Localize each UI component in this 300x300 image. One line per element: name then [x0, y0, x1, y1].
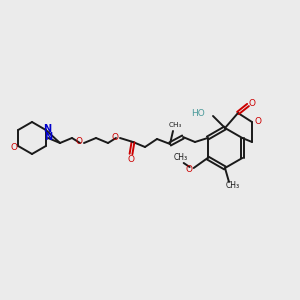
- Text: N: N: [43, 124, 51, 134]
- Text: O: O: [254, 118, 262, 127]
- Text: O: O: [248, 98, 256, 107]
- Text: O: O: [185, 164, 192, 173]
- Text: O: O: [112, 133, 118, 142]
- Text: CH₃: CH₃: [174, 154, 188, 163]
- Text: CH₃: CH₃: [226, 182, 240, 190]
- Text: O: O: [11, 142, 18, 152]
- Text: HO: HO: [191, 109, 205, 118]
- Text: O: O: [76, 137, 82, 146]
- Text: CH₃: CH₃: [168, 122, 182, 128]
- Text: N: N: [44, 132, 52, 142]
- Text: O: O: [128, 154, 134, 164]
